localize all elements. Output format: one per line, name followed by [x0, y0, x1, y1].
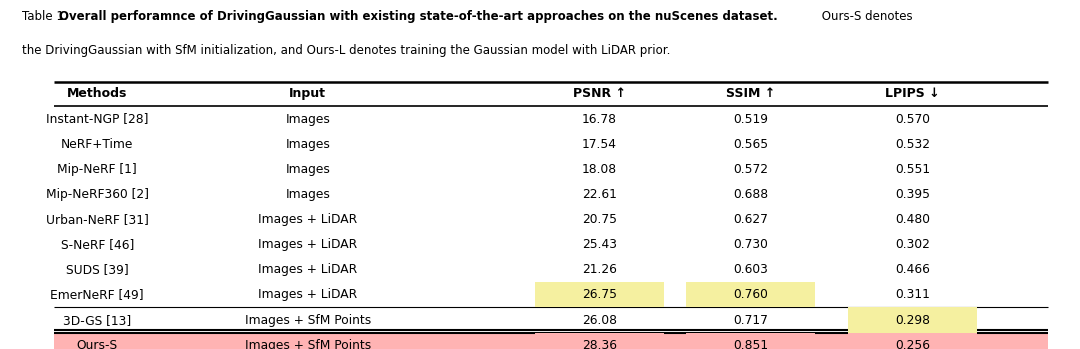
Text: 0.519: 0.519 — [733, 112, 768, 126]
Text: 0.760: 0.760 — [733, 288, 768, 302]
Text: Mip-NeRF360 [2]: Mip-NeRF360 [2] — [45, 188, 149, 201]
Text: 0.565: 0.565 — [733, 138, 768, 151]
Text: 0.717: 0.717 — [733, 313, 768, 327]
Text: 20.75: 20.75 — [582, 213, 617, 226]
Text: 25.43: 25.43 — [582, 238, 617, 251]
Bar — [54, 333, 1048, 349]
Text: 3D-GS [13]: 3D-GS [13] — [63, 313, 132, 327]
Bar — [686, 282, 815, 307]
Text: Images + SfM Points: Images + SfM Points — [245, 313, 370, 327]
Text: 0.551: 0.551 — [895, 163, 930, 176]
Text: 0.395: 0.395 — [895, 188, 930, 201]
Text: S-NeRF [46]: S-NeRF [46] — [60, 238, 134, 251]
Text: Images + LiDAR: Images + LiDAR — [258, 288, 357, 302]
Text: 18.08: 18.08 — [582, 163, 617, 176]
Text: Images + SfM Points: Images + SfM Points — [245, 339, 370, 349]
Text: Mip-NeRF [1]: Mip-NeRF [1] — [57, 163, 137, 176]
Text: 0.851: 0.851 — [733, 339, 768, 349]
Text: 0.532: 0.532 — [895, 138, 930, 151]
Text: 0.603: 0.603 — [733, 263, 768, 276]
Text: 22.61: 22.61 — [582, 188, 617, 201]
Text: 0.311: 0.311 — [895, 288, 930, 302]
Bar — [686, 333, 815, 349]
Text: EmerNeRF [49]: EmerNeRF [49] — [51, 288, 144, 302]
Text: Methods: Methods — [67, 87, 127, 100]
Text: Images: Images — [285, 112, 330, 126]
Text: Images: Images — [285, 138, 330, 151]
Text: the DrivingGaussian with SfM initialization, and Ours-L denotes training the Gau: the DrivingGaussian with SfM initializat… — [22, 44, 670, 57]
Text: 0.688: 0.688 — [733, 188, 768, 201]
Text: 0.256: 0.256 — [895, 339, 930, 349]
Text: 17.54: 17.54 — [582, 138, 617, 151]
Text: 0.302: 0.302 — [895, 238, 930, 251]
Bar — [535, 333, 664, 349]
Text: Images + LiDAR: Images + LiDAR — [258, 213, 357, 226]
Text: 26.08: 26.08 — [582, 313, 617, 327]
Text: 28.36: 28.36 — [582, 339, 617, 349]
Bar — [535, 282, 664, 307]
Text: Ours-S: Ours-S — [77, 339, 118, 349]
Text: Ours-S denotes: Ours-S denotes — [818, 10, 913, 23]
Text: SUDS [39]: SUDS [39] — [66, 263, 129, 276]
Text: Instant-NGP [28]: Instant-NGP [28] — [46, 112, 148, 126]
Text: 0.730: 0.730 — [733, 238, 768, 251]
Bar — [848, 307, 977, 333]
Text: Images + LiDAR: Images + LiDAR — [258, 263, 357, 276]
Text: 0.480: 0.480 — [895, 213, 930, 226]
Text: Images + LiDAR: Images + LiDAR — [258, 238, 357, 251]
Text: Images: Images — [285, 163, 330, 176]
Text: Urban-NeRF [31]: Urban-NeRF [31] — [45, 213, 149, 226]
Text: 0.572: 0.572 — [733, 163, 768, 176]
Text: Images: Images — [285, 188, 330, 201]
Text: SSIM ↑: SSIM ↑ — [726, 87, 775, 100]
Text: Overall perforamnce of DrivingGaussian with existing state-of-the-art approaches: Overall perforamnce of DrivingGaussian w… — [59, 10, 779, 23]
Text: 0.298: 0.298 — [895, 313, 930, 327]
Text: 0.466: 0.466 — [895, 263, 930, 276]
Text: 0.570: 0.570 — [895, 112, 930, 126]
Text: 21.26: 21.26 — [582, 263, 617, 276]
Text: PSNR ↑: PSNR ↑ — [572, 87, 626, 100]
Bar — [848, 333, 977, 349]
Text: Table 1.: Table 1. — [22, 10, 71, 23]
Text: 26.75: 26.75 — [582, 288, 617, 302]
Text: Input: Input — [289, 87, 326, 100]
Text: NeRF+Time: NeRF+Time — [60, 138, 134, 151]
Text: 16.78: 16.78 — [582, 112, 617, 126]
Text: LPIPS ↓: LPIPS ↓ — [886, 87, 940, 100]
Text: 0.627: 0.627 — [733, 213, 768, 226]
